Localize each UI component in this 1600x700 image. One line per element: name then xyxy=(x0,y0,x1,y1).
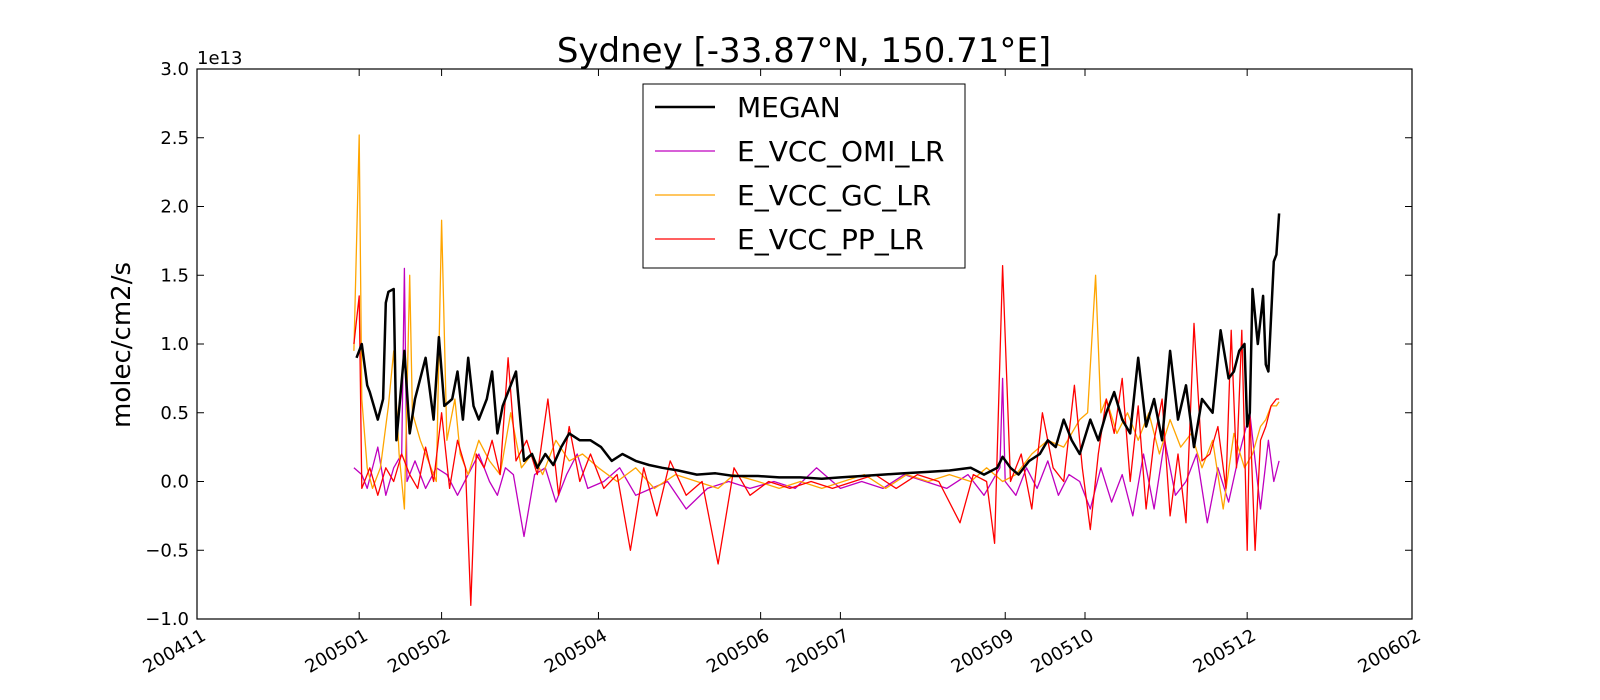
x-tick-label: 200506 xyxy=(703,625,773,678)
y-offset-label: 1e13 xyxy=(197,48,242,69)
plot-series xyxy=(353,134,1281,606)
legend-label: E_VCC_GC_LR xyxy=(737,179,931,212)
y-tick-label: −0.5 xyxy=(145,540,189,561)
x-tick-label: 200411 xyxy=(139,625,209,678)
legend-label: MEGAN xyxy=(737,91,841,124)
x-tick-label: 200602 xyxy=(1354,625,1424,678)
y-tick-label: 1.5 xyxy=(160,265,189,286)
chart-title: Sydney [-33.87°N, 150.71°E] xyxy=(557,31,1051,71)
x-tick-label: 200509 xyxy=(948,625,1018,678)
series-line-megan xyxy=(355,213,1281,481)
y-tick-label: 2.0 xyxy=(160,197,189,218)
legend-box xyxy=(642,83,966,269)
legend-label: E_VCC_PP_LR xyxy=(737,223,924,256)
series-line-e-vcc-pp-lr xyxy=(353,264,1280,606)
y-axis-label: molec/cm2/s xyxy=(107,262,137,428)
y-tick-label: 3.0 xyxy=(160,59,189,80)
y-axis: −1.0 −0.5 0.0 0.5 1.0 1.5 2.0 2.5 3.0 xyxy=(145,59,1412,630)
y-tick-label: 0.5 xyxy=(160,403,189,424)
legend-label: E_VCC_OMI_LR xyxy=(737,135,944,168)
y-tick-label: 2.5 xyxy=(160,128,189,149)
x-tick-label: 200507 xyxy=(783,625,853,678)
series-line-e-vcc-omi-lr xyxy=(353,267,1280,538)
x-tick-label: 200512 xyxy=(1190,625,1260,678)
x-tick-label: 200502 xyxy=(384,625,454,678)
y-tick-label: 0.0 xyxy=(160,472,189,493)
y-tick-label: 1.0 xyxy=(160,334,189,355)
x-tick-label: 200510 xyxy=(1027,625,1097,678)
x-tick-label: 200501 xyxy=(302,625,372,678)
y-tick-label: −1.0 xyxy=(145,609,189,630)
legend: MEGAN E_VCC_OMI_LR E_VCC_GC_LR E_VCC_PP_LR xyxy=(642,83,966,269)
x-tick-label: 200504 xyxy=(541,625,611,678)
plot-frame xyxy=(196,68,1413,620)
